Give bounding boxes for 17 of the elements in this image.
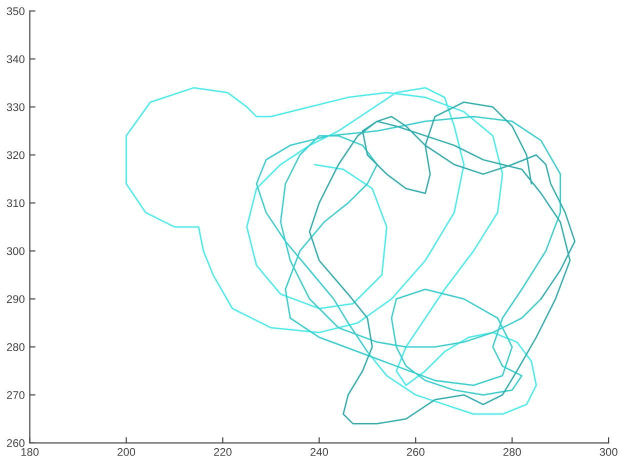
x-tick-label: 280 — [503, 448, 521, 456]
y-tick-label: 300 — [6, 247, 25, 256]
y-tick-label: 330 — [6, 103, 25, 112]
y-tick-label: 290 — [6, 295, 25, 304]
x-tick-label: 200 — [118, 448, 136, 456]
y-tick-label: 270 — [6, 391, 25, 400]
x-tick-label: 180 — [21, 448, 39, 456]
y-tick-label: 310 — [6, 199, 25, 208]
x-tick-label: 300 — [600, 448, 618, 456]
y-tick-label: 340 — [6, 55, 25, 64]
y-tick-label: 350 — [6, 7, 25, 16]
x-tick-label: 240 — [310, 448, 328, 456]
x-tick-label: 220 — [214, 448, 232, 456]
y-tick-label: 320 — [6, 151, 25, 160]
x-tick-label: 260 — [406, 448, 424, 456]
y-tick-label: 280 — [6, 343, 25, 352]
y-tick-label: 260 — [6, 439, 25, 448]
